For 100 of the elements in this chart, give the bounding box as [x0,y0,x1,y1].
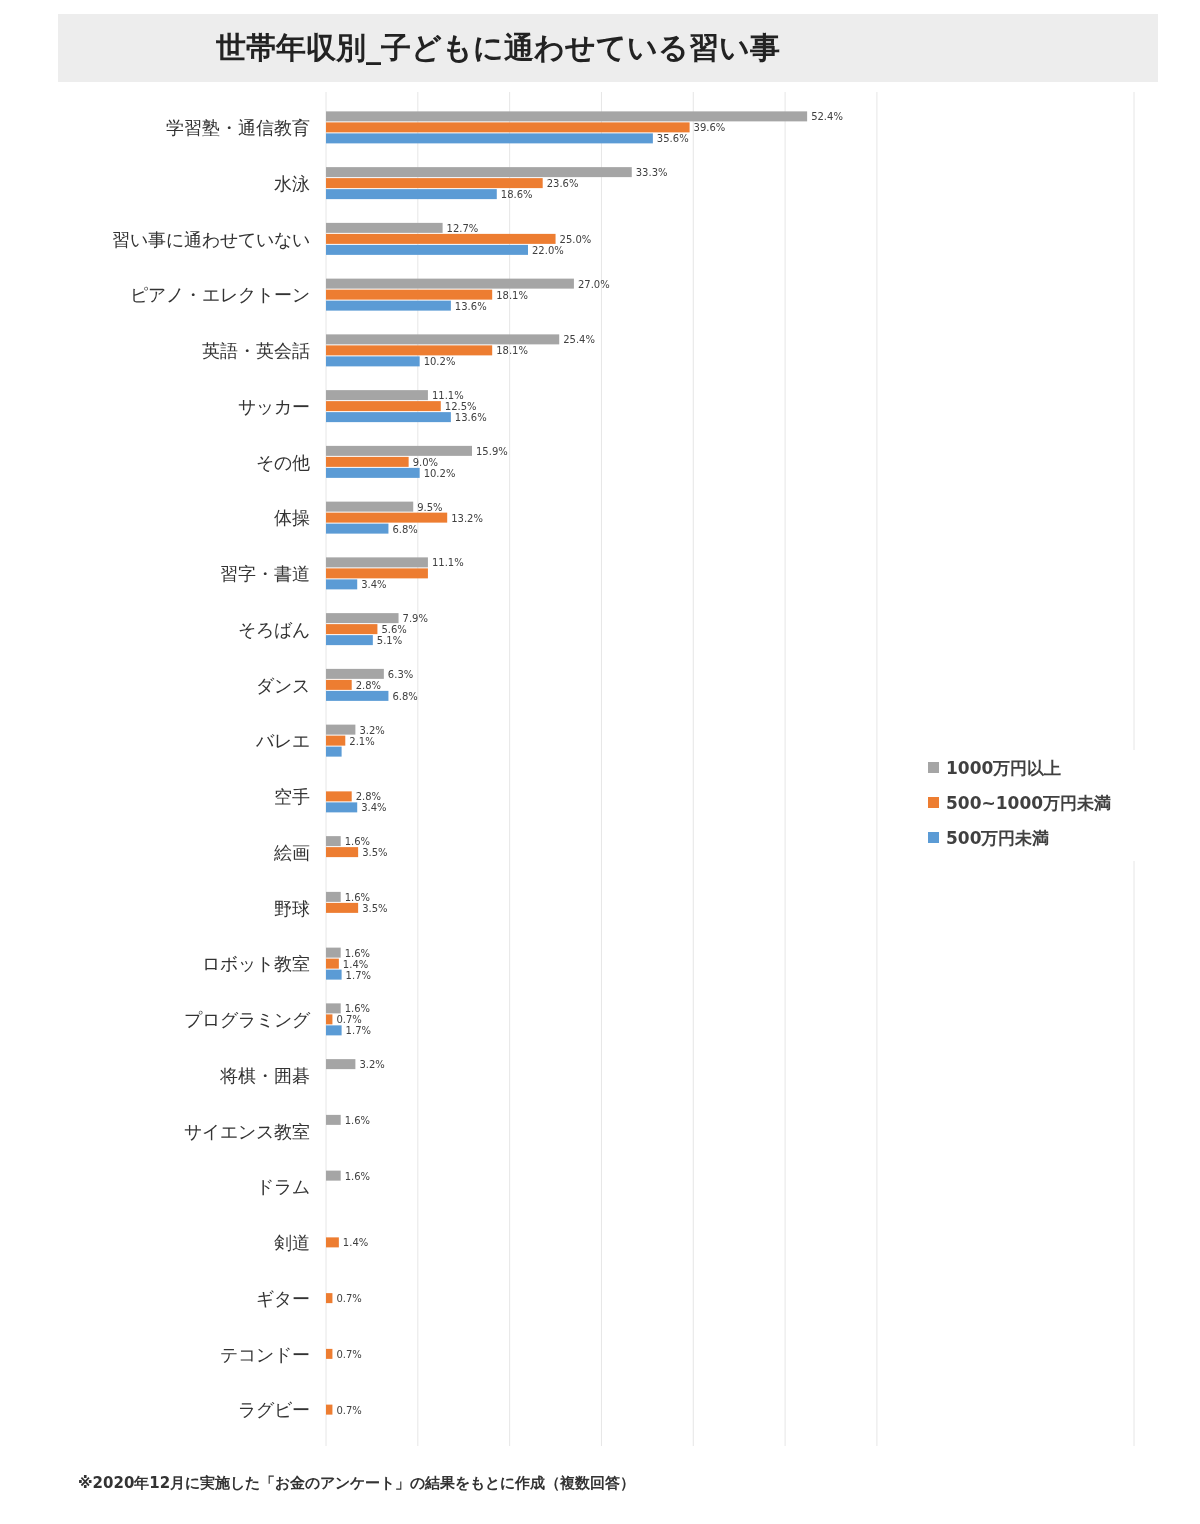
bar [326,635,373,646]
bar [326,445,472,456]
bar [326,735,346,746]
y-tick-label: ギター [256,1287,310,1309]
bar [326,624,378,635]
y-tick-label: 習字・書道 [220,563,310,585]
y-tick-label: 英語・英会話 [202,340,310,362]
text: ※2020年12月に実施した「お金のアンケート」の結果をもとに作成（複数回答） [78,1474,636,1492]
bar [326,244,528,255]
data-label: 22.0% [532,244,564,256]
y-tick-label: 絵画 [273,841,310,863]
y-tick-label: プログラミング [184,1009,311,1031]
y-tick-label: 将棋・囲碁 [219,1064,310,1086]
legend-label: 500万円未満 [946,827,1050,848]
bar [326,902,359,913]
bar [326,1293,333,1304]
bar [326,969,342,980]
bar [326,467,420,478]
data-label: 0.7% [336,1293,362,1305]
data-label: 2.8% [355,679,382,691]
data-label: 0.7% [336,1014,362,1026]
bar [326,167,632,178]
bar [326,802,358,813]
bar [326,111,808,122]
data-label: 6.3% [387,668,414,680]
data-label: 1.6% [344,1114,371,1126]
y-tick-label: バレエ [255,730,310,752]
bar [326,289,493,300]
data-label: 13.6% [454,300,487,312]
data-label: 11.1% [431,390,464,402]
bar [326,133,653,144]
bar [326,345,493,356]
data-label: 25.0% [559,233,592,245]
y-tick-label: 野球 [274,897,310,919]
data-label: 6.8% [392,523,418,535]
y-tick-label: そろばん [238,618,310,640]
data-label: 1.4% [342,1237,369,1249]
bar [326,1348,333,1359]
data-label: 1.7% [345,969,372,981]
data-label: 13.2% [451,512,483,524]
bar [326,958,339,969]
y-tick-label: サッカー [238,395,310,417]
data-label: 12.7% [446,222,479,234]
data-label: 52.4% [811,111,843,123]
y-tick-label: 学習塾・通信教育 [166,117,310,139]
data-label: 1.6% [344,891,371,903]
legend-label: 500~1000万円未満 [946,792,1112,813]
data-label: 1.6% [344,836,371,848]
data-label: 1.4% [342,958,369,970]
y-tick-label: ロボット教室 [202,953,310,975]
y-tick-label: ラグビー [238,1399,310,1421]
bar [326,334,560,345]
data-label: 3.2% [359,1059,385,1071]
y-tick-label: ドラム [256,1176,310,1198]
data-label: 1.7% [345,1025,372,1037]
bar [326,390,428,401]
y-tick-label: サイエンス教室 [184,1120,310,1142]
bar [326,668,384,679]
bar [326,456,409,467]
y-tick-label: 体操 [274,507,310,529]
y-tick-label: 習い事に通わせていない [112,228,310,250]
data-label: 27.0% [577,278,610,290]
data-label: 3.4% [361,802,387,814]
data-label: 18.6% [500,189,533,201]
bar [326,568,428,579]
y-tick-label: その他 [256,451,310,473]
y-tick-label: 空手 [274,786,310,808]
data-label: 1.6% [344,1003,371,1015]
bar [326,690,389,701]
data-label: 25.4% [563,334,595,346]
data-label: 11.1% [431,557,464,569]
data-label: 18.1% [496,345,528,357]
bar [326,412,451,423]
bar [326,1014,333,1025]
bar [326,1404,333,1415]
bar [326,1237,339,1248]
bar [326,836,341,847]
data-label: 2.1% [349,735,375,747]
bar [326,222,443,233]
bar [326,679,352,690]
bar [326,512,448,523]
bar [326,746,342,757]
bar [326,189,497,200]
bar [326,791,352,802]
data-label: 0.7% [336,1404,362,1416]
bar [326,1114,341,1125]
data-label: 33.3% [635,167,668,179]
bar [326,947,341,958]
data-label: 2.8% [355,791,382,803]
data-label: 12.5% [444,401,477,413]
bar [326,557,428,568]
data-label: 10.2% [423,467,456,479]
data-label: 3.5% [362,847,388,859]
bar [326,1170,341,1181]
bar [326,356,420,367]
bar [326,613,399,624]
bar [326,1003,341,1014]
bar [326,178,543,189]
bar [326,847,359,858]
bar [326,300,451,311]
